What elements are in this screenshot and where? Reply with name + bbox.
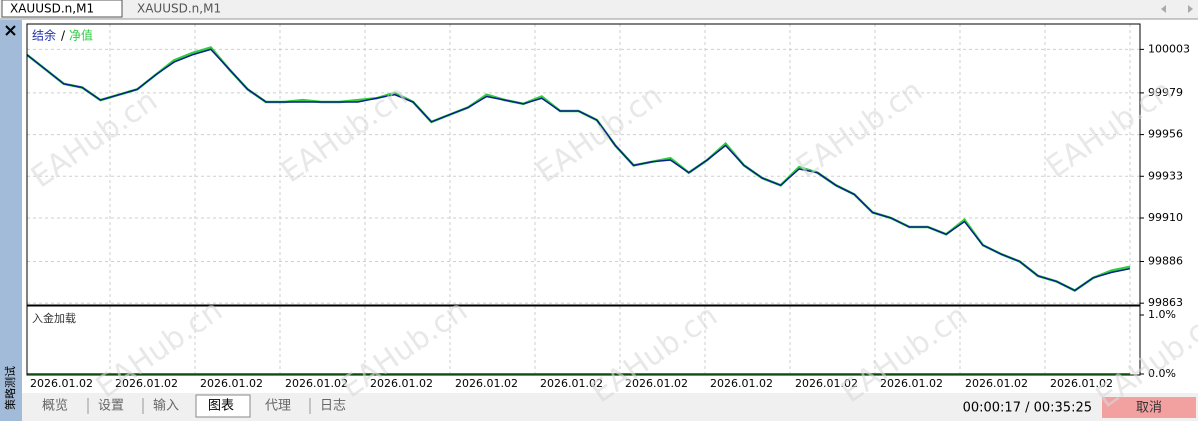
x-tick-label: 2026.01.02 xyxy=(625,377,688,390)
cancel-label[interactable]: 取消 xyxy=(1136,401,1162,416)
legend-equity: 净值 xyxy=(69,28,93,43)
x-tick-label: 2026.01.02 xyxy=(540,377,603,390)
x-tick-label: 2026.01.02 xyxy=(880,377,943,390)
y-tick-label: 0.0% xyxy=(1148,367,1176,380)
x-tick-label: 2026.01.02 xyxy=(30,377,93,390)
bottom-tab[interactable]: 图表 xyxy=(208,399,234,414)
load-pane-border xyxy=(26,305,1141,376)
y-tick-label: 99979 xyxy=(1148,86,1183,99)
x-tick-label: 2026.01.02 xyxy=(710,377,773,390)
x-tick-label: 2026.01.02 xyxy=(115,377,178,390)
sidebar-title: 策略测试 xyxy=(3,366,17,410)
scroll-right[interactable] xyxy=(1188,5,1193,13)
scroll-left[interactable] xyxy=(1161,5,1166,13)
legend-balance: 结余 xyxy=(32,28,56,43)
y-tick-label: 99910 xyxy=(1148,211,1183,224)
series-line xyxy=(26,48,1131,292)
tab-bar xyxy=(0,0,1198,19)
bottom-tab[interactable]: 输入 xyxy=(153,398,179,414)
legend-separator: / xyxy=(61,29,66,43)
chart-tab[interactable]: XAUUSD.n,M1 xyxy=(137,2,221,16)
cancel-button[interactable] xyxy=(1102,397,1196,418)
y-tick-label: 100003 xyxy=(1148,42,1190,55)
x-tick-label: 2026.01.02 xyxy=(200,377,263,390)
y-tick-label: 99933 xyxy=(1148,169,1183,182)
x-tick-label: 2026.01.02 xyxy=(370,377,433,390)
load-pane-title: 入金加载 xyxy=(32,311,76,325)
x-tick-label: 2026.01.02 xyxy=(965,377,1028,390)
y-tick-label: 99886 xyxy=(1148,254,1183,267)
chart-tab-active[interactable] xyxy=(1,0,123,18)
y-tick-label: 99863 xyxy=(1148,296,1183,309)
main-pane-border xyxy=(26,23,1141,306)
elapsed-time: 00:00:17 / 00:35:25 xyxy=(963,401,1092,416)
x-tick-label: 2026.01.02 xyxy=(285,377,348,390)
y-tick-label: 99956 xyxy=(1148,128,1183,141)
chart-area xyxy=(22,20,1198,393)
y-tick-label: 1.0% xyxy=(1148,308,1176,321)
bottom-tab[interactable]: 日志 xyxy=(320,399,346,414)
bottom-tab[interactable]: 概览 xyxy=(42,398,68,414)
x-tick-label: 2026.01.02 xyxy=(455,377,518,390)
close-icon[interactable] xyxy=(5,25,16,36)
chart-tab[interactable]: XAUUSD.n,M1 xyxy=(10,2,94,16)
sidebar xyxy=(0,20,22,421)
bottom-tab[interactable]: 代理 xyxy=(265,399,291,414)
tab-active[interactable] xyxy=(195,394,251,418)
bottom-tab[interactable]: 设置 xyxy=(98,399,124,414)
x-tick-label: 2026.01.02 xyxy=(795,377,858,390)
x-tick-label: 2026.01.02 xyxy=(1050,377,1113,390)
